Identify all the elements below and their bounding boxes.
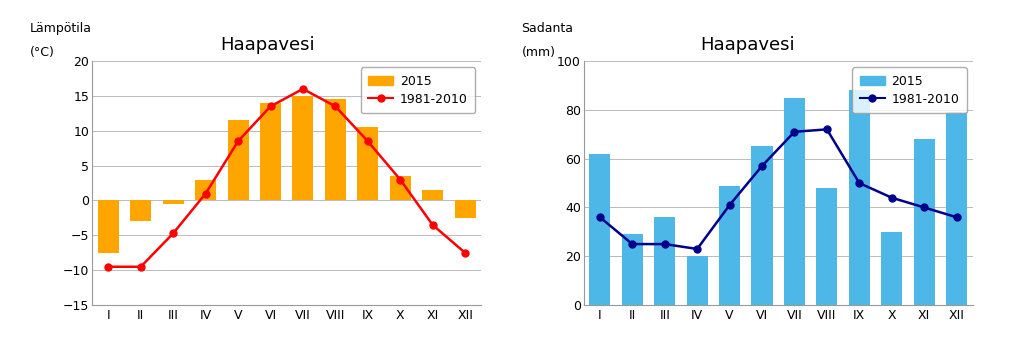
Bar	[357, 127, 378, 200]
Bar	[849, 90, 869, 305]
Bar	[882, 232, 902, 305]
Bar	[590, 154, 610, 305]
Text: Lämpötila: Lämpötila	[30, 22, 92, 35]
Bar	[293, 96, 313, 200]
Bar	[784, 98, 805, 305]
Title: Haapavesi: Haapavesi	[699, 36, 795, 54]
Text: (mm): (mm)	[521, 46, 555, 59]
Bar	[260, 103, 281, 200]
Bar	[98, 200, 119, 253]
Bar	[163, 200, 183, 204]
Bar	[422, 190, 443, 200]
Bar	[390, 176, 411, 200]
Legend: 2015, 1981-2010: 2015, 1981-2010	[852, 67, 967, 113]
Bar	[130, 200, 152, 221]
Title: Haapavesi: Haapavesi	[220, 36, 314, 54]
Bar	[946, 112, 967, 305]
Bar	[196, 180, 216, 200]
Bar	[687, 256, 708, 305]
Bar	[227, 120, 249, 200]
Legend: 2015, 1981-2010: 2015, 1981-2010	[360, 67, 475, 113]
Bar	[913, 139, 935, 305]
Text: (°C): (°C)	[30, 46, 54, 59]
Bar	[719, 185, 740, 305]
Text: Sadanta: Sadanta	[521, 22, 573, 35]
Bar	[622, 234, 643, 305]
Bar	[752, 146, 772, 305]
Bar	[654, 217, 675, 305]
Bar	[325, 99, 346, 200]
Bar	[816, 188, 838, 305]
Bar	[455, 200, 475, 218]
